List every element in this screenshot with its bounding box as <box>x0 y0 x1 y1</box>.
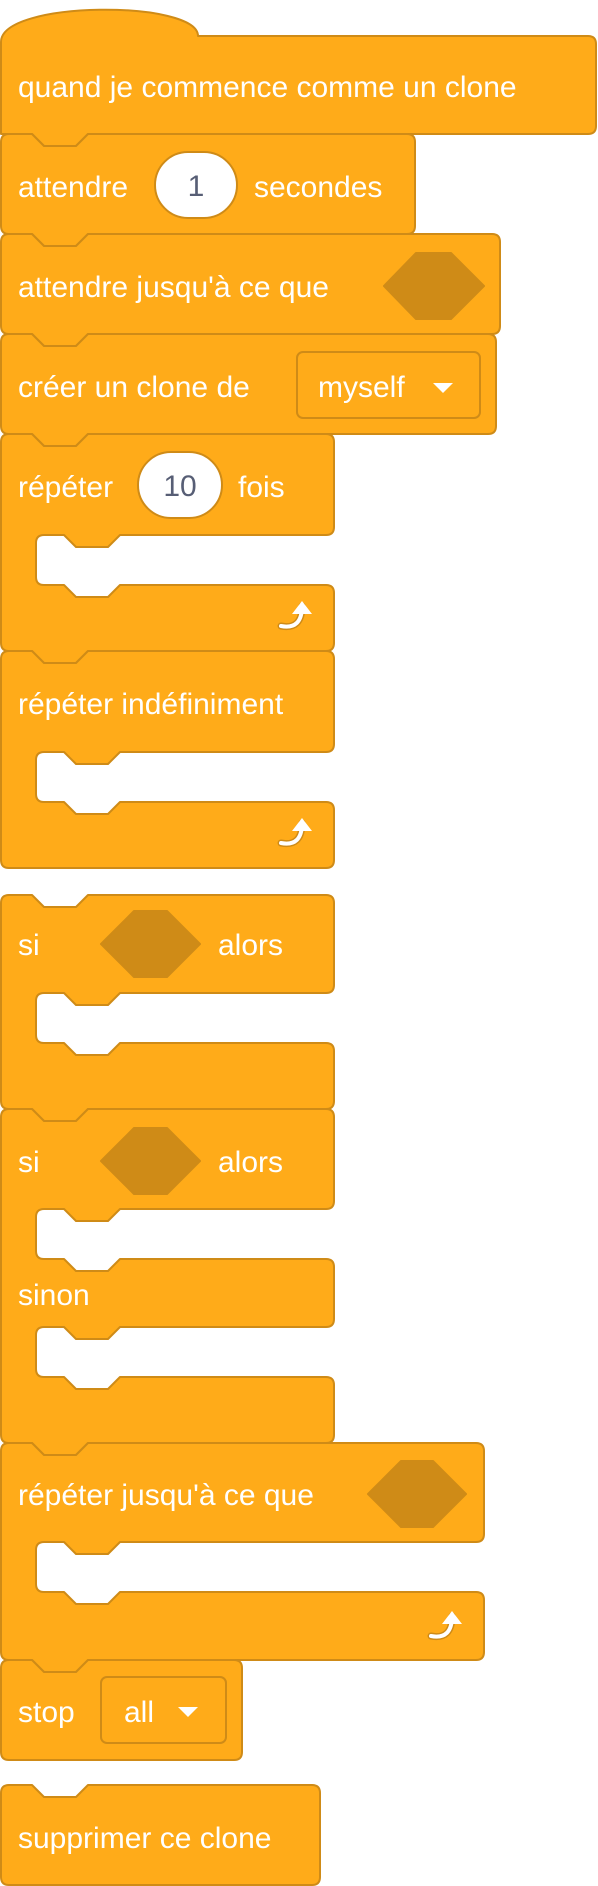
when-i-start-as-clone-label: quand je commence comme un clone <box>18 71 517 104</box>
loop-arrow-icon <box>277 818 312 848</box>
then-label: alors <box>218 929 283 962</box>
wait-until-block[interactable]: attendre jusqu'à ce que <box>0 233 501 347</box>
repeat-label: répéter <box>18 471 113 504</box>
delete-this-clone-label: supprimer ce clone <box>18 1822 271 1855</box>
forever-block[interactable]: répéter indéfiniment <box>0 650 335 869</box>
create-clone-block[interactable]: créer un clone de myself <box>0 333 497 447</box>
seconds-label: secondes <box>254 171 382 204</box>
if-else-condition-slot[interactable] <box>100 1127 201 1195</box>
stop-option-value: all <box>124 1696 154 1729</box>
wait-until-condition-slot[interactable] <box>383 252 485 320</box>
create-clone-label: créer un clone de <box>18 371 250 404</box>
then-label: alors <box>218 1146 283 1179</box>
if-label: si <box>18 1146 40 1179</box>
wait-label: attendre <box>18 171 128 204</box>
if-then-block[interactable]: si alors <box>0 894 335 1122</box>
if-condition-slot[interactable] <box>100 910 201 978</box>
delete-this-clone-block[interactable]: supprimer ce clone <box>0 1784 321 1886</box>
stop-block[interactable]: stop all <box>0 1659 243 1761</box>
chevron-down-icon <box>178 1707 198 1717</box>
wait-seconds-input[interactable] <box>154 151 238 219</box>
repeat-until-condition-slot[interactable] <box>367 1460 467 1528</box>
repeat-count-value: 10 <box>163 470 196 503</box>
if-label: si <box>18 929 40 962</box>
stop-label: stop <box>18 1696 75 1729</box>
forever-label: répéter indéfiniment <box>18 688 284 721</box>
wait-until-label: attendre jusqu'à ce que <box>18 271 329 304</box>
chevron-down-icon <box>433 383 453 393</box>
repeat-until-label: répéter jusqu'à ce que <box>18 1479 314 1512</box>
loop-arrow-icon <box>277 601 312 631</box>
loop-arrow-icon <box>427 1611 462 1641</box>
wait-seconds-block[interactable]: attendre 1 secondes <box>0 133 416 247</box>
wait-seconds-value: 1 <box>188 170 205 203</box>
repeat-block[interactable]: répéter 10 fois <box>0 433 335 664</box>
stop-option-dropdown[interactable] <box>100 1676 227 1744</box>
else-label: sinon <box>18 1279 90 1312</box>
repeat-until-block[interactable]: répéter jusqu'à ce que <box>0 1442 485 1673</box>
times-label: fois <box>238 471 285 504</box>
when-i-start-as-clone-block[interactable]: quand je commence comme un clone <box>0 8 597 147</box>
repeat-count-input[interactable] <box>137 451 223 519</box>
clone-target-dropdown[interactable] <box>296 351 481 419</box>
if-else-block[interactable]: si alors sinon <box>0 1108 335 1456</box>
clone-target-value: myself <box>318 371 405 404</box>
